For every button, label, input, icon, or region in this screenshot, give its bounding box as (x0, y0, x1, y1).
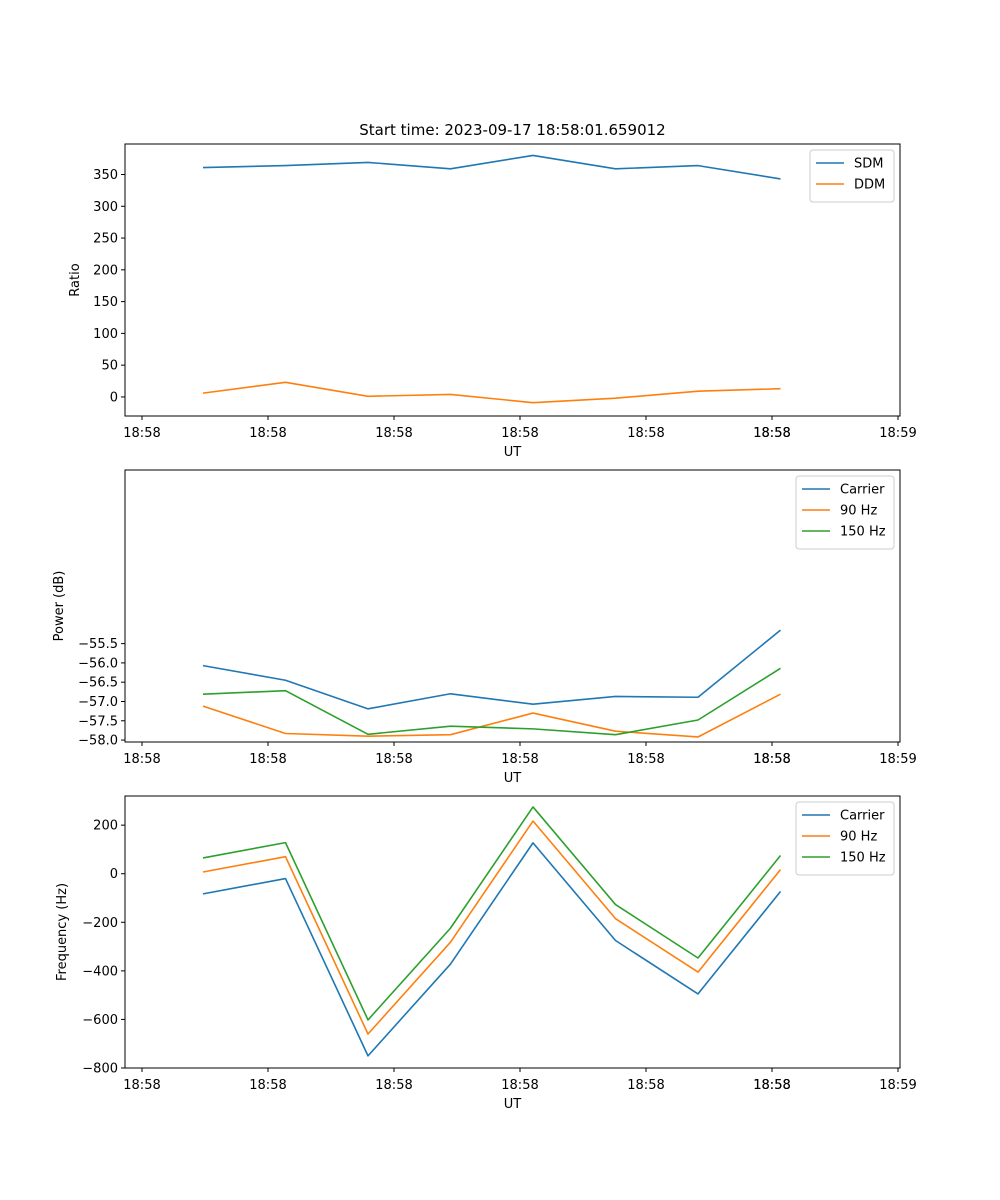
legend-label: 150 Hz (840, 851, 886, 866)
x-tick-label: 18:58 (375, 752, 412, 767)
x-tick-label: 18:58 (249, 752, 286, 767)
y-axis-label: Frequency (Hz) (55, 883, 70, 981)
x-tick-label: 18:58 (627, 752, 664, 767)
chart-panel-2: −58.0 −57.5 −57.0 −56.5 −56.0 −55.5 18:58 18:58… (52, 469, 917, 786)
series-line-90-hz (202, 820, 782, 1035)
legend-label: Carrier (840, 483, 885, 498)
series-line-carrier (202, 629, 782, 710)
legend-label: DDM (854, 178, 885, 193)
x-tick-label: 18:58 (123, 426, 160, 441)
x-tick-label: 18:58 (501, 426, 538, 441)
legend-label: Carrier (840, 809, 885, 824)
y-tick-label: −57.0 (78, 695, 118, 710)
series-line-150-hz (202, 667, 781, 736)
x-axis-label: UT (504, 445, 522, 460)
x-tick-label: 18:58 (753, 426, 790, 441)
x-tick-label: 18:58 (375, 426, 412, 441)
chart-panel-1: Start time: 2023-09-17 18:58:01.659012 0 5… (68, 121, 917, 460)
plot-frame (124, 795, 901, 1069)
series-line-150-hz (202, 806, 782, 1021)
y-tick-label: −58.0 (78, 734, 118, 749)
series-line-sdm (202, 154, 781, 180)
y-tick-label: 0 (110, 390, 118, 405)
y-axis-label: Power (dB) (52, 571, 67, 642)
y-tick-label: 350 (93, 168, 118, 183)
y-tick-label: −57.5 (78, 714, 118, 729)
y-tick-label: −55.5 (78, 637, 118, 652)
x-tick-label: 18:58 (501, 752, 538, 767)
y-tick-label: −800 (82, 1062, 118, 1077)
legend-label: 90 Hz (840, 504, 877, 519)
series-line-ddm (202, 381, 781, 404)
y-tick-label: 250 (93, 232, 118, 247)
x-tick-label: 18:58 (123, 1078, 160, 1093)
y-tick-label: 150 (93, 295, 118, 310)
x-tick-label: 18:58 (123, 752, 160, 767)
x-tick-label: 18:58 (249, 1078, 286, 1093)
x-tick-label: 18:58 (501, 1078, 538, 1093)
x-axis-label: UT (504, 771, 522, 786)
y-tick-label: −600 (82, 1013, 118, 1028)
y-tick-label: 200 (93, 263, 118, 278)
x-tick-label: 18:58 (753, 752, 790, 767)
y-axis-label: Ratio (68, 263, 83, 296)
x-tick-label: 18:58 (627, 426, 664, 441)
chart-panel-3: −800 −600 −400 −200 0 200 18:58 18:58 18:58 18:58… (55, 795, 917, 1112)
plot-frame (124, 143, 901, 417)
x-tick-label: 18:58 (375, 1078, 412, 1093)
x-tick-label: 18:58 (753, 426, 790, 441)
x-tick-label: 18:58 (753, 1078, 790, 1093)
legend-label: 150 Hz (840, 525, 886, 540)
x-axis-label: UT (504, 1097, 522, 1112)
plot-frame (124, 469, 901, 743)
legend-label: 90 Hz (840, 830, 877, 845)
x-tick-label: 18:58 (627, 1078, 664, 1093)
y-tick-label: −200 (82, 916, 118, 931)
x-tick-label: 18:59 (879, 752, 916, 767)
legend-label: SDM (854, 157, 883, 172)
y-tick-label: −400 (82, 964, 118, 979)
x-tick-label: 18:58 (249, 426, 286, 441)
chart-title: Start time: 2023-09-17 18:58:01.659012 (359, 121, 665, 139)
y-tick-label: 200 (93, 819, 118, 834)
y-tick-label: −56.5 (78, 676, 118, 691)
y-tick-label: 300 (93, 200, 118, 215)
x-tick-label: 18:58 (753, 752, 790, 767)
x-tick-label: 18:59 (879, 1078, 916, 1093)
series-line-carrier (202, 842, 782, 1057)
series-line-90-hz (202, 693, 781, 738)
y-tick-label: 100 (93, 327, 118, 342)
y-tick-label: 50 (101, 359, 118, 374)
x-tick-label: 18:59 (879, 426, 916, 441)
y-tick-label: −56.0 (78, 656, 118, 671)
x-tick-label: 18:58 (753, 1078, 790, 1093)
y-tick-label: 0 (110, 867, 118, 882)
